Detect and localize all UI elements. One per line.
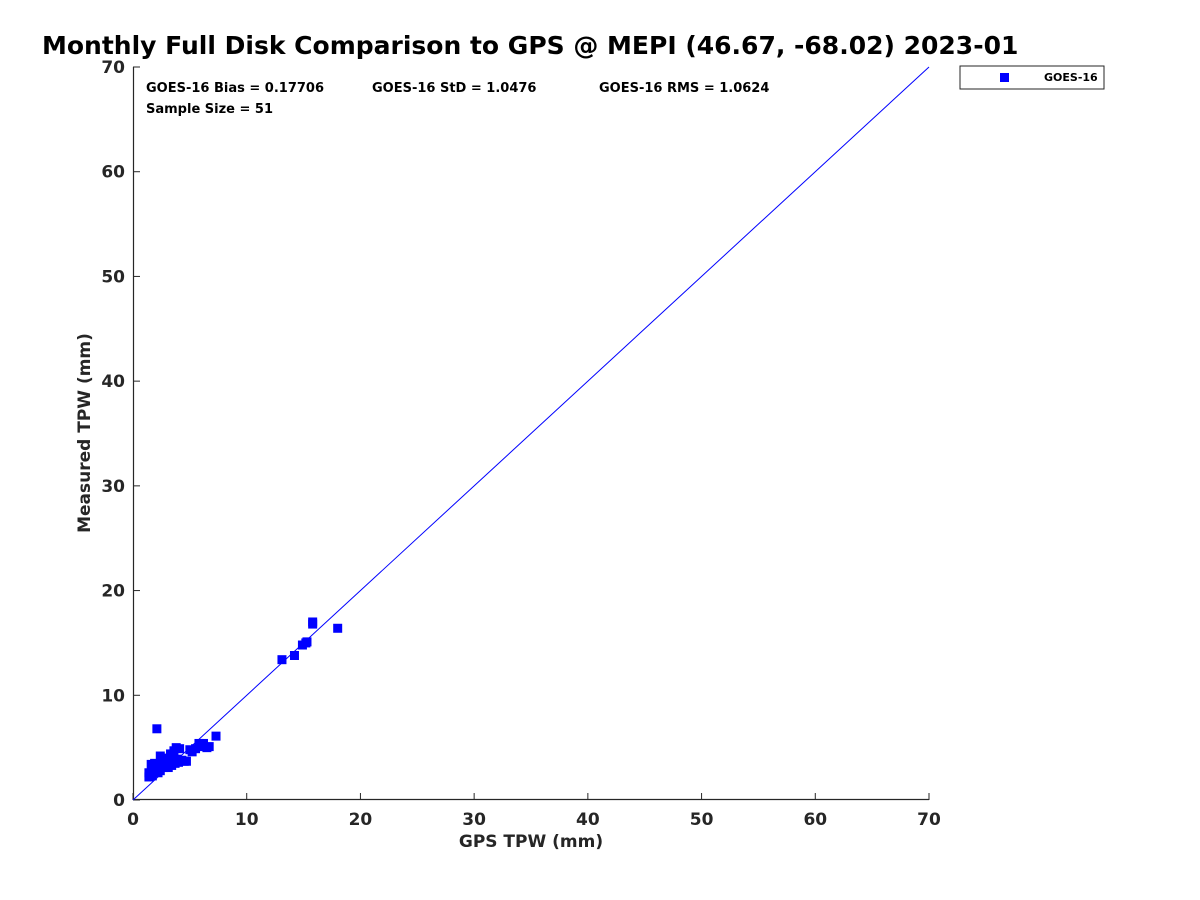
y-tick-label: 20	[101, 582, 125, 602]
data-point	[289, 650, 299, 660]
data-point	[191, 744, 201, 754]
data-point	[152, 724, 162, 734]
chart-title: Monthly Full Disk Comparison to GPS @ ME…	[42, 31, 1018, 60]
x-tick-label: 50	[690, 810, 714, 830]
y-axis-label: Measured TPW (mm)	[75, 333, 95, 533]
x-tick-label: 40	[576, 810, 600, 830]
data-point	[277, 655, 287, 665]
data-point	[181, 756, 191, 766]
data-point	[301, 638, 311, 648]
x-tick-label: 0	[127, 810, 139, 830]
data-point	[211, 731, 221, 741]
y-tick-label: 0	[113, 791, 125, 811]
y-tick-label: 50	[101, 267, 125, 287]
stat-bias: GOES-16 Bias = 0.17706	[146, 81, 324, 96]
y-tick-label: 70	[101, 58, 125, 78]
data-point	[155, 751, 165, 761]
x-tick-label: 70	[917, 810, 941, 830]
data-point	[333, 623, 343, 633]
stat-rms: GOES-16 RMS = 1.0624	[599, 81, 769, 96]
data-point	[162, 753, 172, 763]
y-tick-label: 60	[101, 163, 125, 183]
data-point	[308, 617, 318, 627]
axis-ticks: 0 10 20 30 40 50 60 70 0 10 20 30 40 50 60 70	[101, 58, 941, 830]
y-tick-label: 10	[101, 686, 125, 706]
x-tick-label: 30	[462, 810, 486, 830]
plot-area: 0 10 20 30 40 50 60 70 0 10 20 30 40 50 60 70	[101, 58, 941, 830]
y-tick-label: 30	[101, 477, 125, 497]
legend-marker	[1000, 73, 1009, 82]
x-tick-label: 10	[235, 810, 259, 830]
stat-sample-size: Sample Size = 51	[146, 102, 273, 117]
data-point	[150, 758, 160, 768]
x-tick-label: 20	[349, 810, 373, 830]
data-points	[144, 617, 343, 782]
data-point	[204, 742, 214, 752]
legend: GOES-16	[959, 65, 1105, 90]
y-tick-label: 40	[101, 372, 125, 392]
data-point	[175, 744, 185, 754]
legend-label: GOES-16	[1044, 71, 1098, 84]
legend-box	[959, 65, 1105, 90]
one-to-one-line	[132, 66, 930, 801]
x-tick-label: 60	[803, 810, 827, 830]
x-axis-label: GPS TPW (mm)	[459, 832, 603, 852]
data-point	[158, 759, 168, 769]
stat-std: GOES-16 StD = 1.0476	[372, 81, 536, 96]
